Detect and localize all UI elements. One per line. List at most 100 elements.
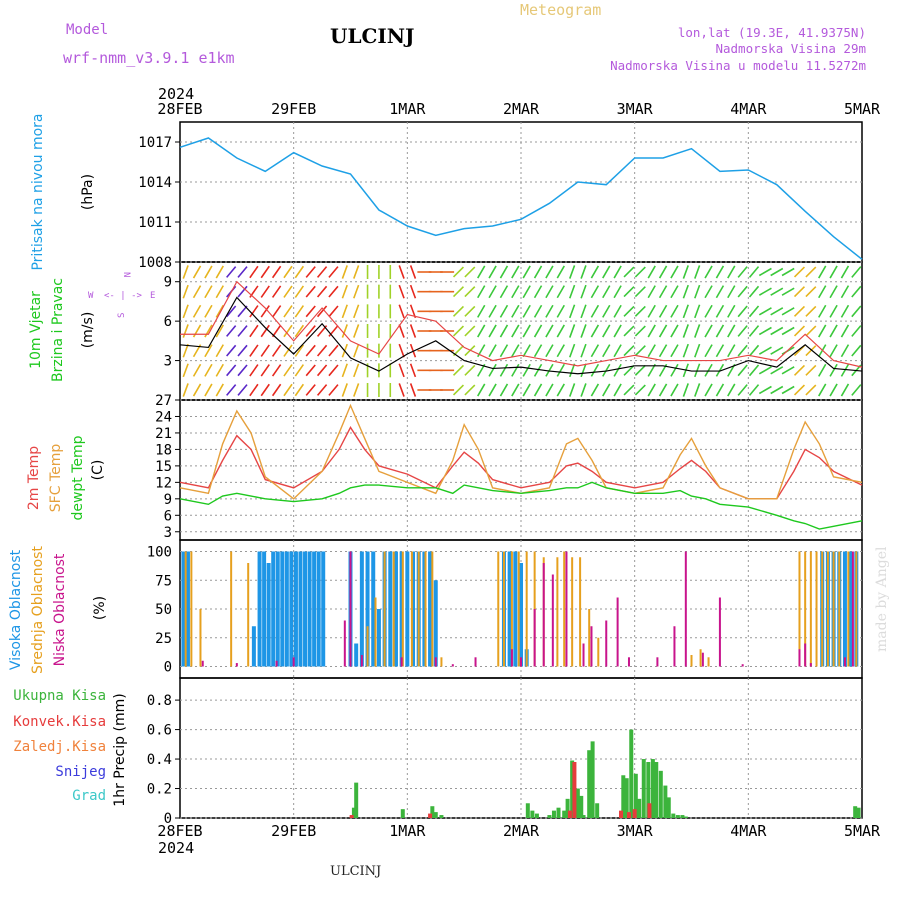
cloud-bar (190, 551, 193, 667)
wind-arrow (488, 285, 497, 299)
precip-bar (575, 788, 580, 818)
precip-bar (400, 809, 405, 818)
x-tick-label-bottom: 3MAR (617, 822, 654, 840)
wind-arrow (737, 266, 748, 278)
wind-arrow (215, 363, 224, 377)
wind-arrow (758, 346, 772, 355)
wind-arrow (613, 265, 622, 279)
wind-arrow (851, 384, 862, 396)
cloud-bar (275, 551, 280, 667)
precip-bar (647, 803, 652, 818)
wind-arrow (182, 284, 189, 299)
wind-arrow (226, 364, 237, 377)
y-tick-label: 0.8 (147, 693, 172, 709)
wind-arrow (192, 383, 202, 397)
wind-arrow (682, 304, 689, 319)
wind-arrow (409, 324, 417, 338)
wind-arrow (647, 285, 656, 299)
cloud-bar (440, 657, 443, 667)
cloud-bar (366, 626, 369, 667)
wind-arrow (182, 343, 189, 358)
wind-arrow (704, 285, 713, 299)
wind-arrow (271, 324, 282, 338)
cloud-bar (360, 655, 363, 667)
y-tick-label: 0.4 (147, 752, 172, 768)
wind-arrow (237, 325, 248, 337)
wind-arrow (613, 383, 622, 397)
wind-arrow (590, 383, 600, 397)
wind-arrow (215, 285, 224, 299)
precip-bar (626, 812, 631, 818)
wind-arrow (634, 345, 646, 357)
wind-arrow (353, 363, 360, 378)
precip-bar (534, 813, 539, 818)
wind-arrow (670, 304, 679, 318)
x-tick-label-top: 3MAR (617, 100, 654, 118)
wind-arrow (294, 305, 305, 318)
pressure-line (179, 137, 863, 260)
y-tick-label: 0.2 (147, 782, 172, 798)
wind-arrow (818, 265, 827, 279)
precip-bar (680, 815, 685, 818)
wind-arrow (294, 344, 305, 357)
wind-arrow (658, 344, 668, 358)
wind-gust-line (180, 280, 863, 368)
precip-bar (547, 815, 552, 818)
wind-arrow (499, 383, 509, 397)
wind-arrow (818, 324, 827, 338)
wind-arrow (511, 344, 520, 358)
wind-arrow (829, 383, 838, 397)
wind-arrow (715, 265, 725, 279)
wind-arrow (805, 305, 817, 317)
precip-bar (581, 815, 586, 818)
wind-arrow (704, 363, 713, 377)
precip-bar (349, 815, 354, 818)
wind-arrow (737, 384, 748, 396)
y-tick-label: 0 (164, 660, 172, 676)
wind-arrow (499, 285, 509, 299)
wind-arrow (704, 304, 713, 318)
cloud-bar (399, 551, 404, 667)
cloud-bar (199, 609, 202, 667)
wind-arrow (704, 344, 713, 358)
wind-arrow (569, 284, 576, 299)
wind-arrow (793, 325, 805, 337)
wind-arrow (590, 344, 600, 358)
precip-legend-3: Snijeg (55, 764, 106, 780)
precip-legend-1: Konvek.Kisa (13, 714, 106, 730)
wind-arrow (851, 266, 862, 278)
wind-arrow (658, 265, 668, 279)
wind-arrow (182, 363, 189, 378)
wind-arrow (398, 363, 405, 378)
precip-bar (629, 729, 634, 818)
wind-arrow (328, 325, 339, 337)
wind-arrow (464, 364, 476, 376)
wind-arrow (851, 344, 862, 357)
cloud-bar (519, 563, 523, 667)
wind-arrow (770, 267, 784, 277)
cloud-bar (847, 551, 850, 667)
precip-bar (565, 798, 570, 818)
wind-arrow (770, 287, 784, 296)
wind-arrow (658, 383, 668, 397)
wind-arrow (580, 304, 587, 319)
wind-arrow (511, 285, 520, 299)
precip-bar (654, 762, 659, 818)
precip-bar (856, 807, 861, 818)
wind-arrow (840, 285, 850, 299)
wind-arrow (556, 285, 565, 299)
wind-arrow (488, 304, 497, 318)
wind-arrow (353, 304, 360, 319)
wind-arrow (249, 324, 259, 338)
cloud-bar (392, 551, 395, 667)
wind-arrow (793, 286, 805, 298)
wind-arrow (602, 383, 611, 397)
wind-arrow (545, 324, 554, 338)
cloud-bar (718, 597, 721, 667)
wind-arrow (215, 383, 224, 397)
cloud-bar (230, 551, 233, 667)
wind-arrow (353, 284, 360, 299)
precip-bar (570, 760, 575, 818)
wind-arrow (328, 285, 339, 298)
cloud-bar (474, 657, 477, 667)
